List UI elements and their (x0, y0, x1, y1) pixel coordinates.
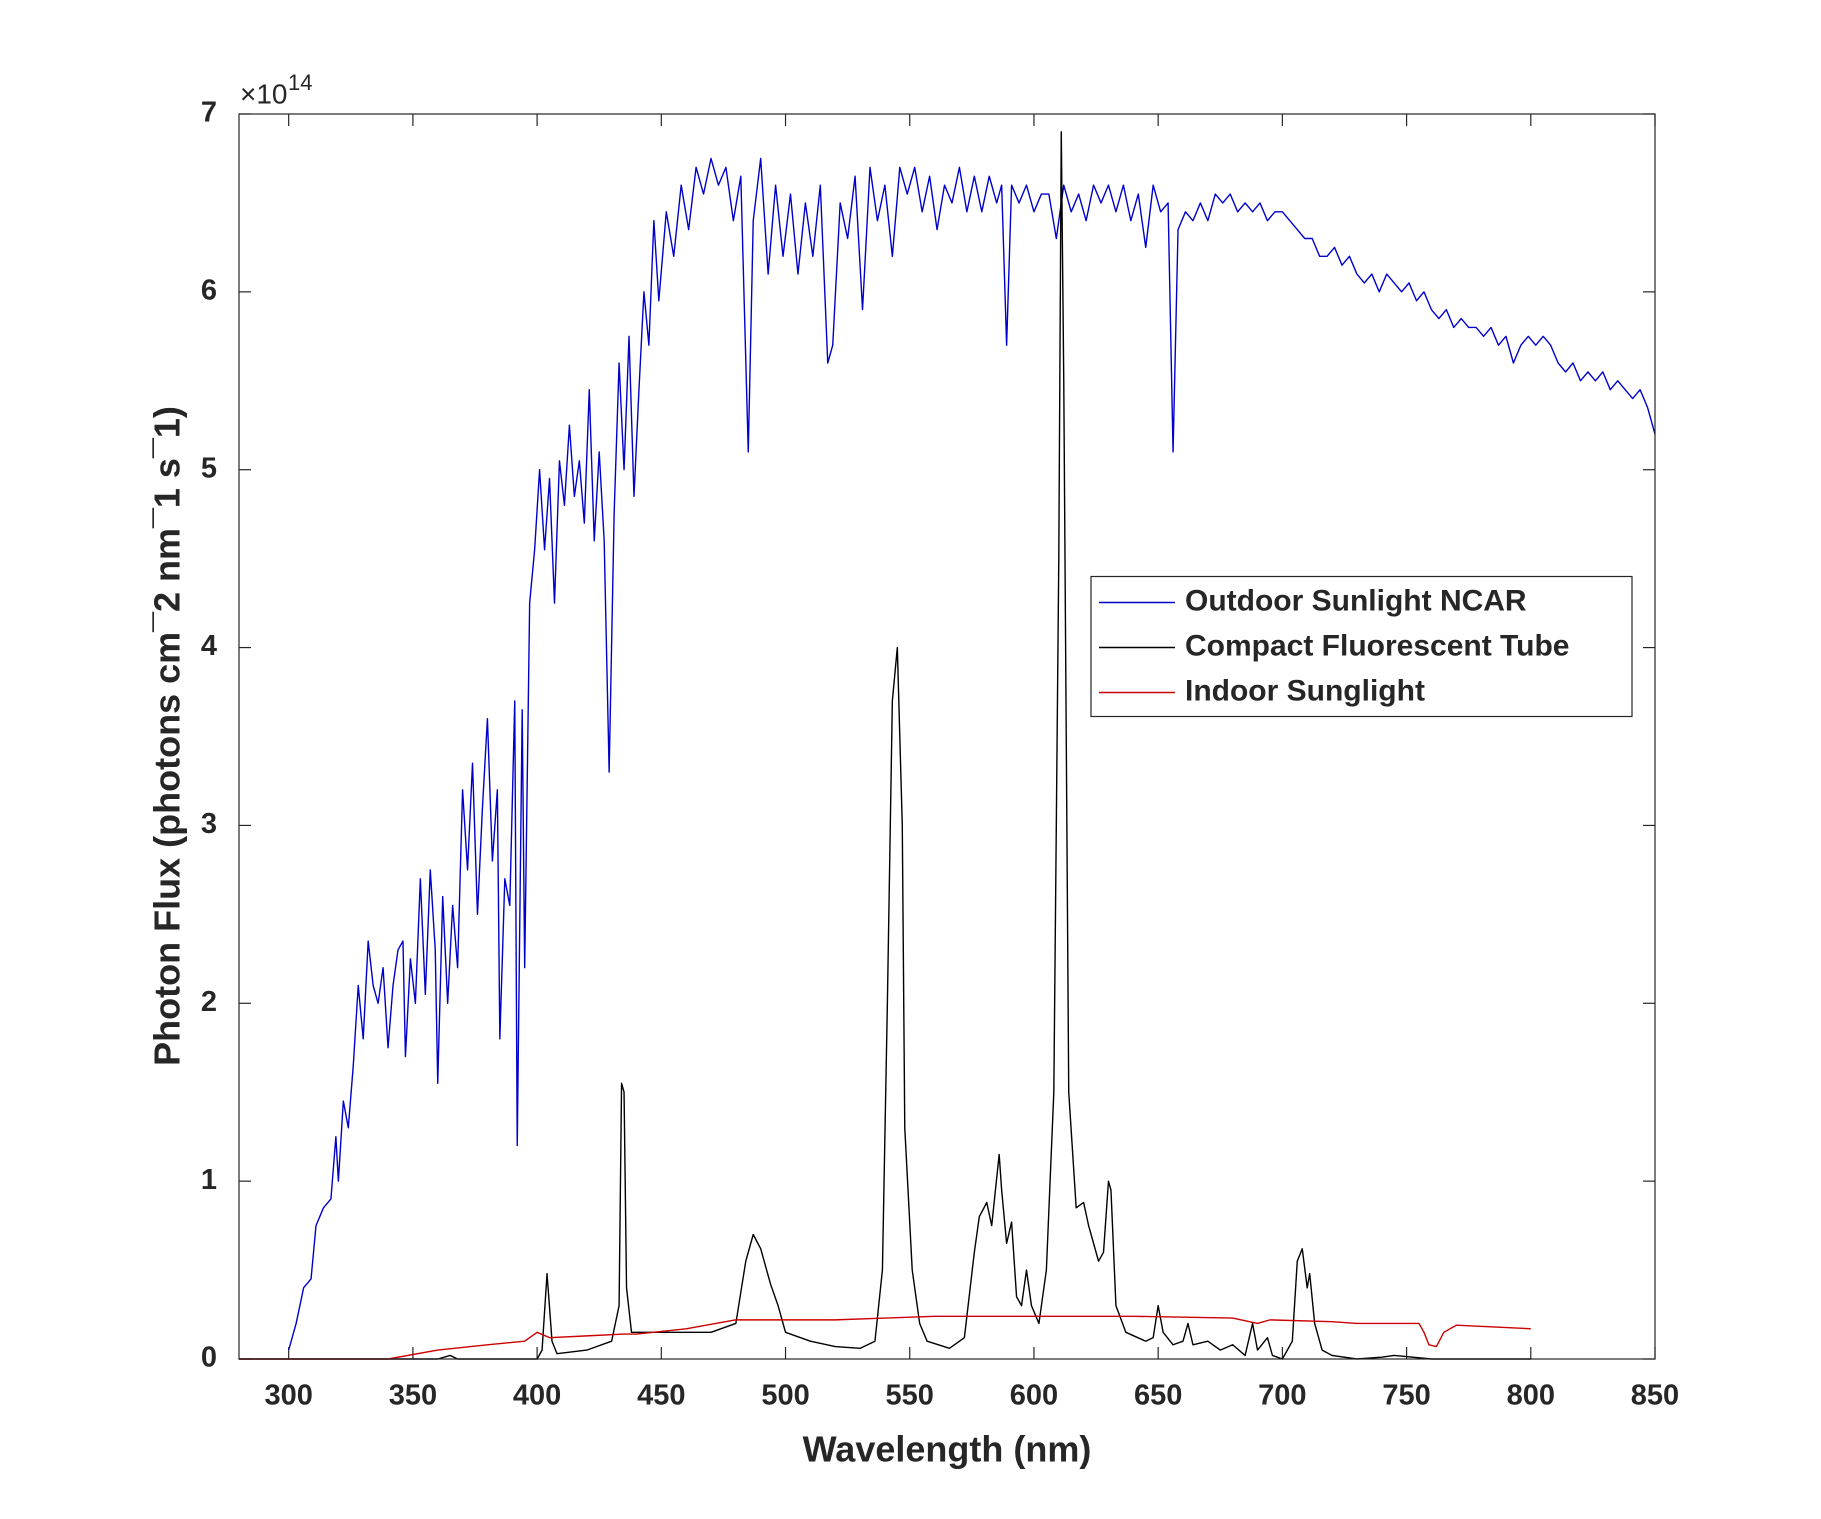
y-tick-label: 6 (201, 275, 217, 307)
y-tick-label: 1 (201, 1164, 217, 1196)
x-tick-label: 500 (761, 1380, 809, 1412)
legend-label: Compact Fluorescent Tube (1185, 629, 1570, 662)
y-tick-label: 4 (201, 630, 217, 662)
plot-frame (238, 113, 1656, 1360)
x-tick-label: 350 (389, 1380, 437, 1412)
y-multiplier-base: ×10 (240, 78, 288, 109)
x-tick-label: 850 (1631, 1380, 1679, 1412)
y-tick-label: 5 (201, 452, 217, 484)
series-line (239, 131, 1531, 1360)
y-multiplier-exponent: 14 (288, 70, 312, 95)
series-line (288, 157, 1656, 1351)
x-tick-label: 800 (1507, 1380, 1555, 1412)
x-tick-label: 300 (264, 1380, 312, 1412)
legend-box (1090, 575, 1633, 718)
series-line (239, 1315, 1531, 1360)
x-tick-label: 750 (1382, 1380, 1430, 1412)
y-tick-label: 3 (201, 808, 217, 840)
legend-label: Indoor Sunglight (1185, 674, 1425, 707)
x-tick-label: 400 (513, 1380, 561, 1412)
y-tick-label: 0 (201, 1342, 217, 1374)
x-tick-label: 600 (1010, 1380, 1058, 1412)
x-axis-label: Wavelength (nm) (803, 1429, 1092, 1470)
x-tick-label: 650 (1134, 1380, 1182, 1412)
y-axis-label: Photon Flux (photons cm¯2 nm¯1 s¯1) (147, 406, 188, 1066)
x-tick-label: 700 (1258, 1380, 1306, 1412)
y-tick-label: 7 (201, 97, 217, 129)
x-tick-label: 450 (637, 1380, 685, 1412)
legend-label: Outdoor Sunlight NCAR (1185, 584, 1527, 617)
x-tick-label: 550 (886, 1380, 934, 1412)
y-tick-label: 2 (201, 986, 217, 1018)
